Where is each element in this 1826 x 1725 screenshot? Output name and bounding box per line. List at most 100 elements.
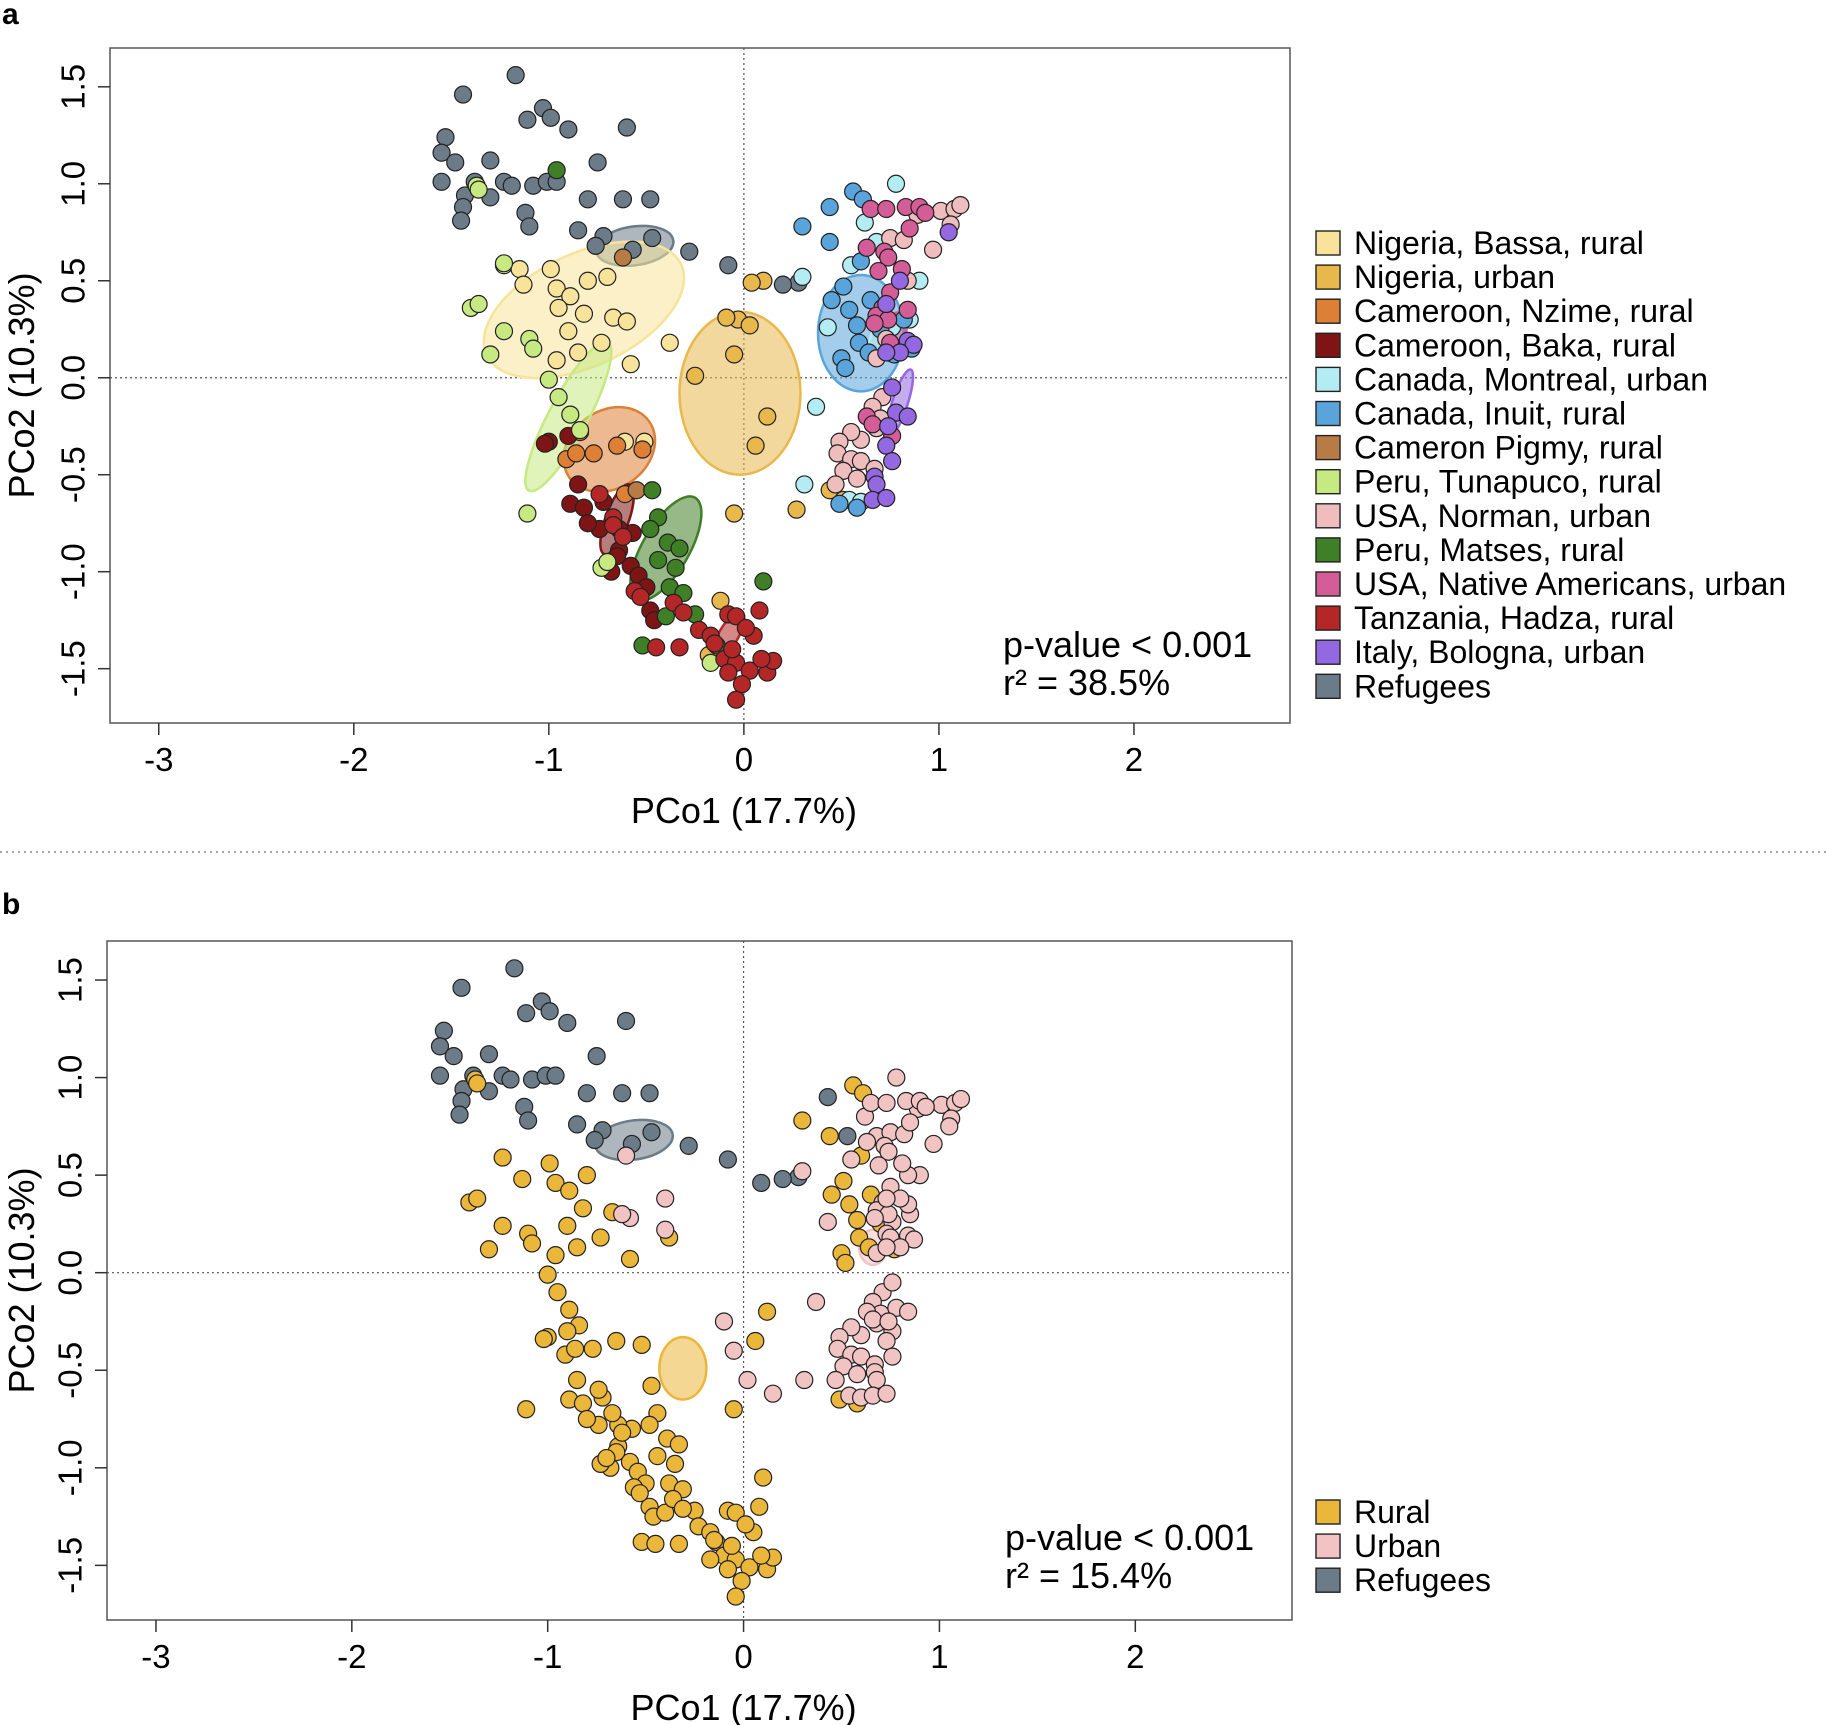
point-nigeria_urban: [742, 273, 761, 292]
legend-swatch: [1315, 673, 1341, 699]
point-rural: [665, 1454, 685, 1474]
point-rural: [834, 1171, 853, 1191]
point-refugees: [502, 176, 521, 195]
point-peru_tunapuco: [549, 388, 568, 407]
point-tanzania_hadza: [705, 634, 724, 653]
legend-label: Cameron Pigmy, rural: [1354, 430, 1663, 466]
point-canada_montreal: [818, 318, 837, 337]
point-rural: [558, 1216, 577, 1235]
panel-a-x-ticks: -3 -2 -1 0 1 2: [144, 723, 1143, 778]
point-refugees: [450, 1105, 469, 1124]
point-italy_bologna: [898, 407, 917, 426]
point-urban: [865, 1208, 884, 1228]
point-canada_inuit: [793, 217, 812, 236]
legend-item: Rural: [1315, 1494, 1430, 1530]
point-refugees: [586, 236, 605, 255]
panel-b-y-ticks: -1.5 -1.0 -0.5 0.0 0.5 1.0 1.5: [52, 957, 107, 1594]
legend-swatch: [1315, 332, 1341, 358]
point-cameroon_baka: [574, 498, 594, 517]
point-canada_inuit: [840, 300, 859, 319]
legend-swatch: [1315, 400, 1341, 427]
panel-b: b -3 -2 -1 0 1 2 -1.5 -1.0 -0.5 0.0 0.5 1.0 1.5 PCo…: [1, 888, 1491, 1725]
point-nigeria_bassa: [592, 333, 611, 352]
legend-label: Italy, Bologna, urban: [1354, 634, 1645, 670]
point-canada_inuit: [834, 277, 853, 296]
point-rural: [560, 1181, 579, 1200]
point-peru_matses: [670, 539, 689, 558]
point-refugees: [517, 1004, 536, 1023]
point-italy_bologna: [877, 294, 896, 314]
x-tick-label: -1: [534, 741, 563, 778]
point-urban: [616, 1146, 636, 1165]
point-italy_bologna: [883, 452, 902, 471]
point-rural: [718, 1560, 738, 1579]
panel-a-r-squared: r² = 38.5%: [1003, 662, 1170, 703]
point-nigeria_bassa: [660, 333, 679, 352]
legend-item: Italy, Bologna, urban: [1315, 634, 1645, 670]
point-peru_matses: [648, 550, 668, 570]
point-canada_inuit: [820, 197, 839, 217]
y-tick-label: -0.5: [55, 446, 92, 503]
point-rural: [724, 1400, 743, 1419]
point-urban: [795, 1370, 814, 1390]
legend-item: Tanzania, Hadza, rural: [1315, 600, 1674, 636]
point-nigeria_bassa: [541, 260, 560, 279]
point-rural: [517, 1400, 536, 1419]
point-urban: [863, 1310, 882, 1329]
point-refugees: [444, 1047, 463, 1066]
y-tick-label: -1.0: [55, 543, 92, 600]
point-nigeria_bassa: [547, 351, 566, 370]
legend-item: Refugees: [1315, 1562, 1491, 1598]
point-peru_tunapuco: [518, 504, 537, 523]
y-tick-label: -1.0: [52, 1439, 89, 1496]
point-usa_native: [857, 238, 876, 257]
point-italy_bologna: [877, 343, 896, 362]
point-refugees: [479, 1045, 499, 1064]
legend-label: Refugees: [1354, 1562, 1491, 1598]
legend-swatch: [1315, 230, 1341, 256]
point-nigeria_bassa: [547, 279, 566, 298]
point-italy_bologna: [883, 378, 902, 397]
point-peru_tunapuco: [469, 294, 488, 314]
point-rural: [642, 1376, 661, 1395]
point-urban: [879, 1312, 898, 1331]
legend-item: Nigeria, urban: [1315, 259, 1555, 295]
point-rural: [840, 1195, 859, 1214]
point-refugees: [519, 1111, 538, 1130]
point-peru_tunapuco: [598, 552, 617, 572]
point-nigeria_urban: [725, 504, 744, 523]
panel-a: a -3 -2 -1 0 1 2 -1.5 -1.0 -0.5 0.0 0.5 1.0 1.5 PCo…: [1, 0, 1786, 831]
legend-label: USA, Native Americans, urban: [1354, 566, 1786, 602]
point-refugees: [718, 1150, 738, 1169]
point-nigeria_bassa: [514, 275, 533, 294]
point-rural: [558, 1322, 577, 1341]
point-usa_native: [898, 300, 917, 319]
y-tick-label: 0.0: [55, 355, 92, 401]
point-rural: [591, 1228, 610, 1247]
point-urban: [879, 1142, 898, 1161]
point-urban: [883, 1347, 902, 1366]
legend-item: Refugees: [1315, 668, 1491, 704]
point-urban: [900, 1113, 920, 1132]
legend-swatch: [1315, 1567, 1341, 1593]
point-rural: [669, 1534, 689, 1554]
point-peru_tunapuco: [469, 180, 488, 199]
point-tanzania_hadza: [590, 485, 609, 504]
point-rural: [468, 1074, 487, 1093]
point-refugees: [640, 1084, 659, 1103]
point-tanzania_hadza: [726, 607, 746, 626]
point-refugees: [818, 1087, 837, 1107]
point-rural: [836, 1253, 855, 1273]
panel-b-plot-frame: [106, 940, 1293, 1621]
point-rural: [640, 1415, 659, 1434]
legend-swatch: [1315, 366, 1341, 393]
panel-a-plot-frame: [109, 47, 1291, 724]
legend-item: Urban: [1315, 1528, 1441, 1564]
point-urban: [877, 1238, 896, 1257]
point-tanzania_hadza: [723, 640, 742, 659]
point-refugees: [680, 242, 699, 261]
point-nigeria_urban: [686, 366, 705, 385]
x-tick-label: -3: [144, 741, 173, 778]
point-peru_tunapuco: [524, 339, 543, 358]
